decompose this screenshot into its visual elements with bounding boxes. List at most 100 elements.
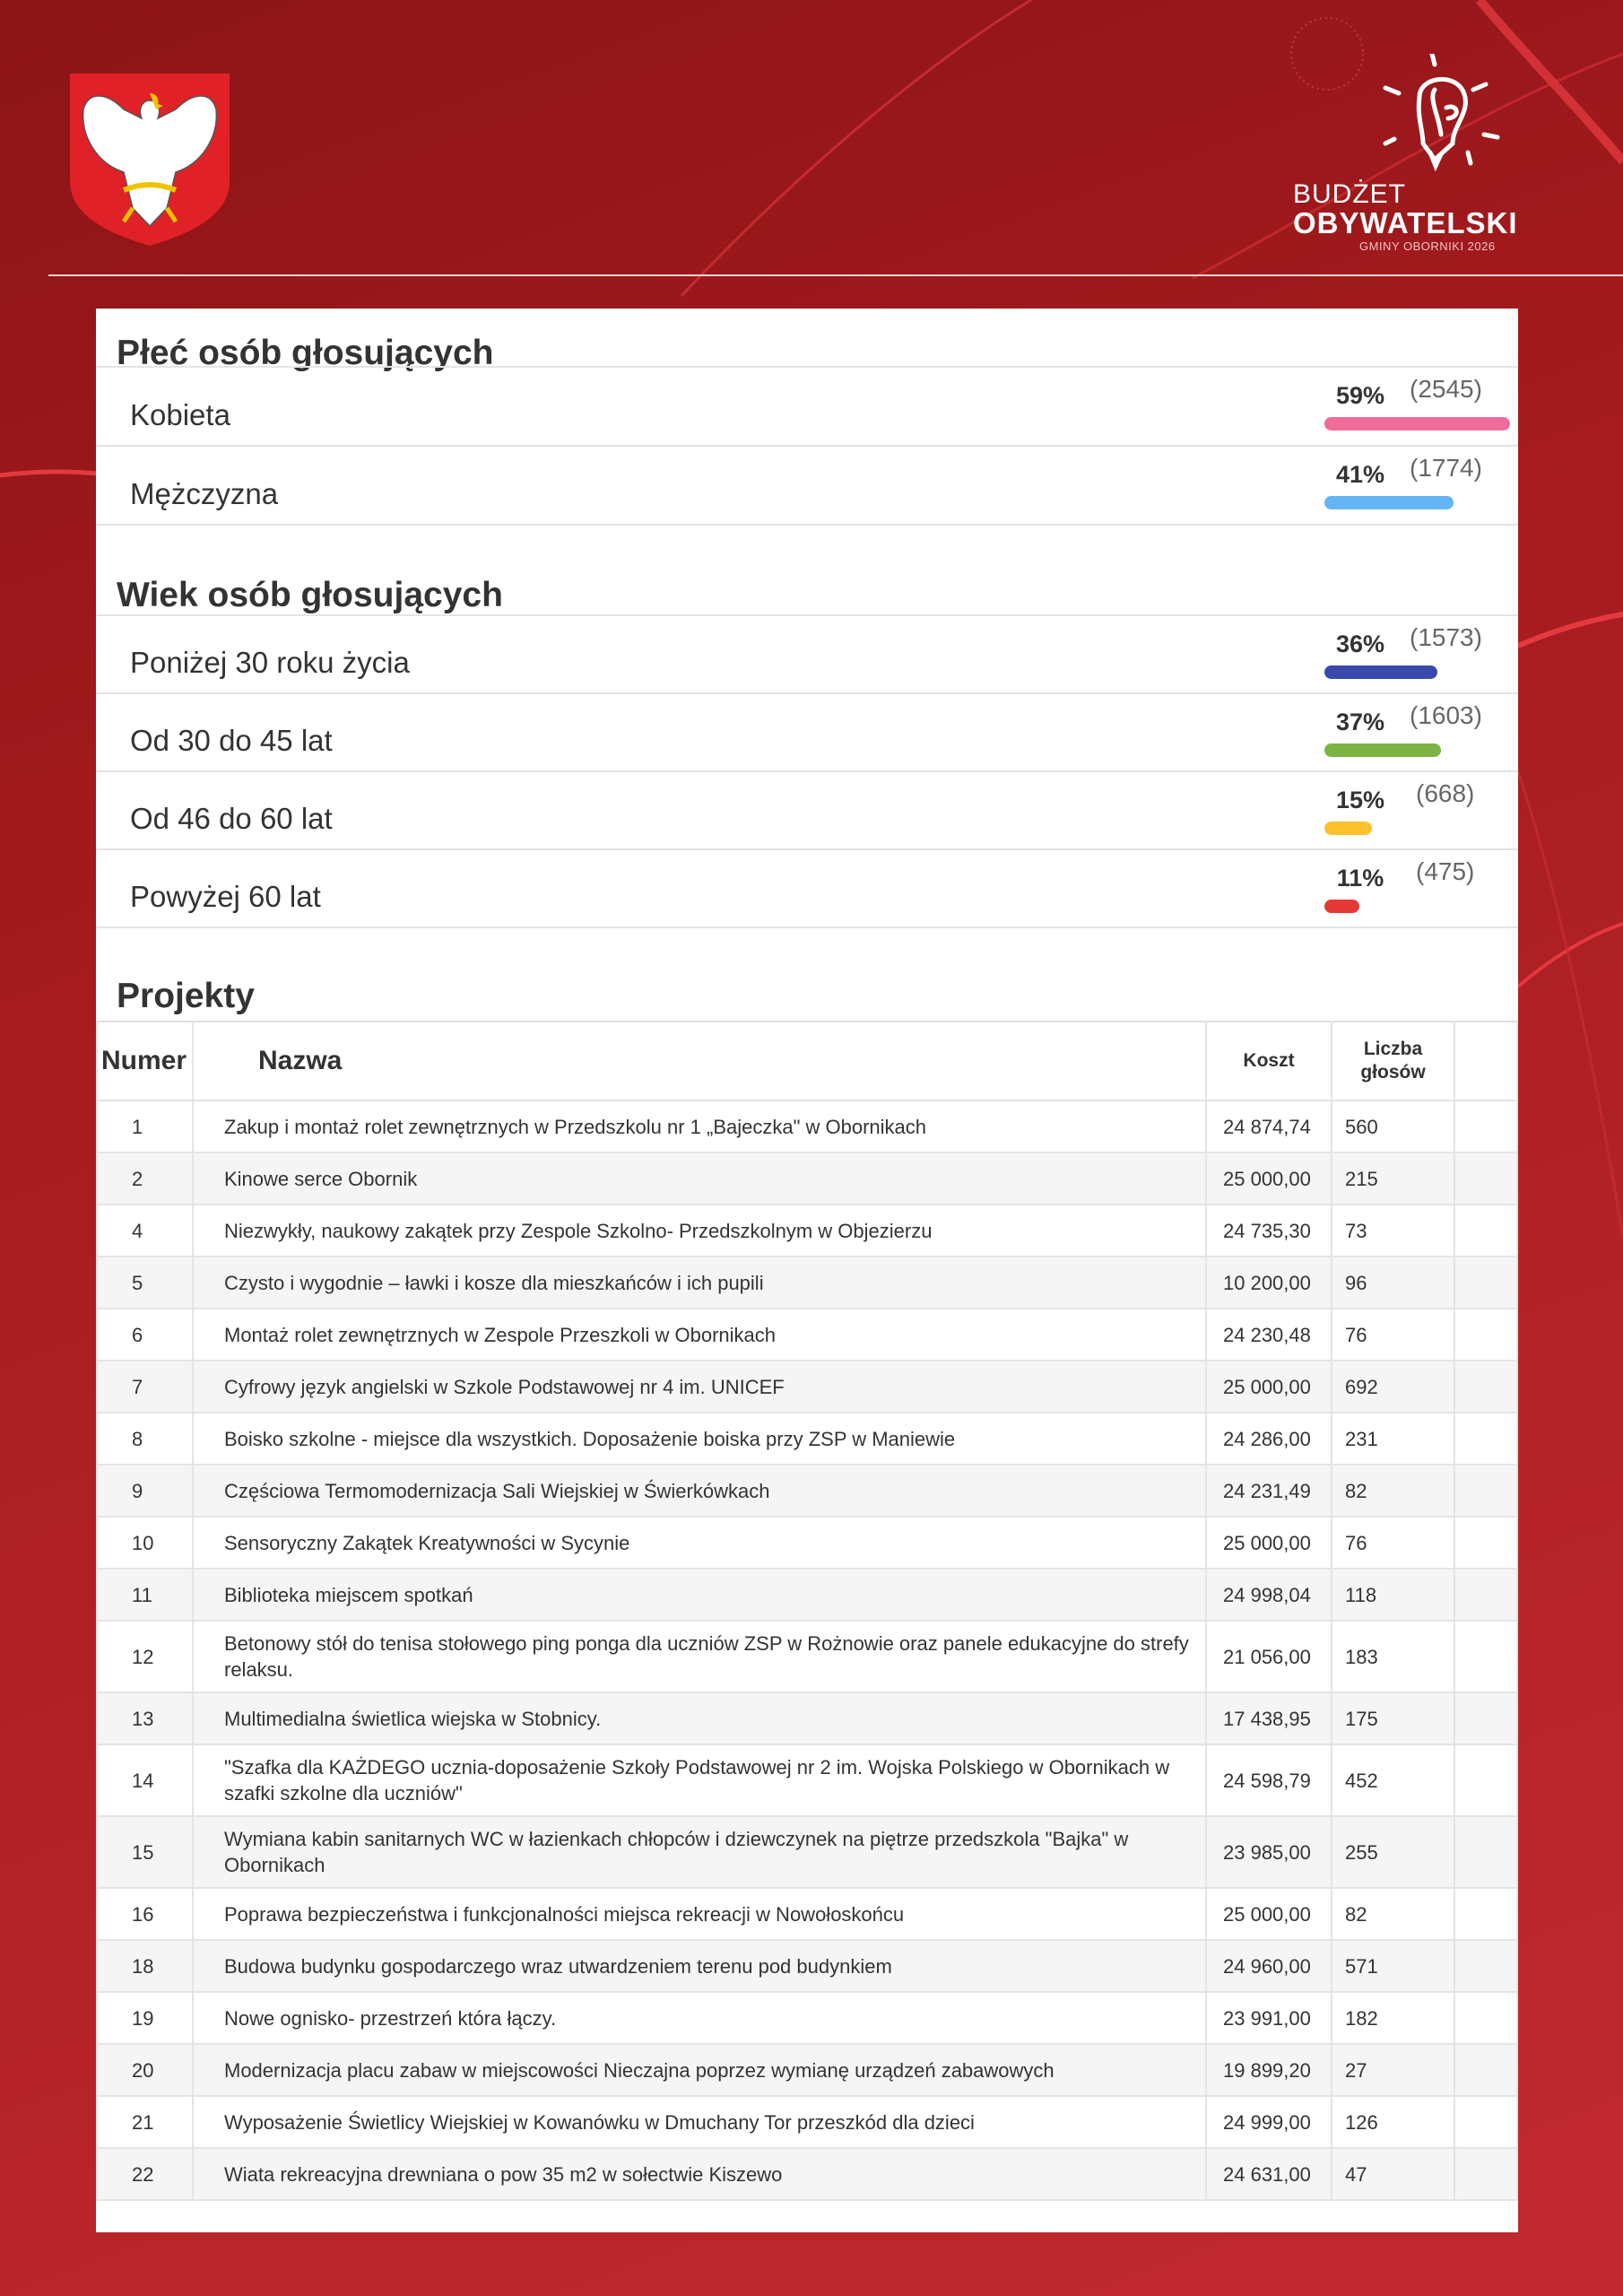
stat-bar [1324,900,1359,913]
cell-cost: 24 998,04 [1205,1568,1332,1622]
cell-cost: 24 286,00 [1205,1412,1332,1465]
stat-percent: 59% [1335,382,1385,409]
cell-cost: 24 230,48 [1205,1308,1332,1361]
row-divider [96,848,1518,850]
cell-votes: 126 [1331,2095,1455,2149]
table-row: 6 Montaż rolet zewnętrznych w Zespole Prz… [96,1308,1518,1361]
cell-cost: 25 000,00 [1205,1516,1332,1570]
stat-bar [1324,417,1511,430]
cell-num: 13 [96,1692,194,1745]
cell-name: Kinowe serce Obornik [192,1152,1207,1205]
cell-name: Biblioteka miejscem spotkań [192,1568,1207,1622]
table-row: 1 Zakup i montaż rolet zewnętrznych w Prz… [96,1100,1518,1153]
cell-blank [1454,1744,1518,1817]
cell-cost: 25 000,00 [1205,1360,1332,1413]
cell-blank [1454,1815,1518,1889]
cell-name: Zakup i montaż rolet zewnętrznych w Prze… [192,1100,1207,1153]
cell-num: 22 [96,2147,194,2201]
table-row: 7 Cyfrowy język angielski w Szkole Podsta… [96,1360,1518,1413]
cell-cost: 17 438,95 [1205,1692,1332,1745]
row-divider [96,692,1518,694]
cell-cost: 24 231,49 [1205,1464,1332,1518]
cell-blank [1454,1412,1518,1465]
stat-label: Poniżej 30 roku życia [130,646,410,679]
stat-bar [1324,744,1441,757]
table-row: 18 Budowa budynku gospodarczego wraz utwa… [96,1939,1518,1993]
cell-blank [1454,1204,1518,1257]
cell-blank [1454,2147,1518,2201]
stat-percent: 37% [1335,709,1385,735]
row-divider [96,614,1518,616]
cell-name: Cyfrowy język angielski w Szkole Podstaw… [192,1360,1207,1413]
cell-votes: 255 [1331,1815,1455,1889]
stat-count: (1573) [1410,623,1482,651]
cell-num: 2 [96,1152,194,1205]
cell-name: Wiata rekreacyjna drewniana o pow 35 m2 … [192,2147,1207,2201]
column-header-number: Numer [96,1021,194,1101]
stat-count: (1774) [1410,454,1482,482]
cell-votes: 82 [1331,1464,1455,1518]
column-header-blank [1454,1021,1518,1101]
stat-percent: 36% [1335,631,1385,657]
budzet-obywatelski-logo: BUDŻET OBYWATELSKI GMINY OBORNIKI 2026 [1282,54,1551,253]
cell-num: 4 [96,1204,194,1257]
cell-cost: 23 991,00 [1205,1991,1332,2045]
cell-votes: 452 [1331,1744,1455,1817]
stat-count: (475) [1416,857,1475,885]
stat-label: Mężczyzna [130,477,279,510]
cell-votes: 231 [1331,1412,1455,1465]
cell-name: Budowa budynku gospodarczego wraz utward… [192,1939,1207,1993]
cell-votes: 560 [1331,1100,1455,1153]
cell-blank [1454,1516,1518,1570]
cell-num: 6 [96,1308,194,1361]
cell-cost: 24 960,00 [1205,1939,1332,1993]
table-row: 8 Boisko szkolne - miejsce dla wszystkich… [96,1412,1518,1465]
cell-cost: 23 985,00 [1205,1815,1332,1889]
cell-cost: 25 000,00 [1205,1887,1332,1941]
cell-name: Montaż rolet zewnętrznych w Zespole Prze… [192,1308,1207,1361]
lightbulb-pencil-icon [1383,54,1500,172]
cell-votes: 118 [1331,1568,1455,1622]
cell-cost: 19 899,20 [1205,2043,1332,2097]
table-row: 9 Częściowa Termomodernizacja Sali Wiejsk… [96,1464,1518,1518]
cell-num: 1 [96,1100,194,1153]
logo-line3: GMINY OBORNIKI 2026 [1359,239,1496,253]
cell-name: Wymiana kabin sanitarnych WC w łazienkac… [192,1815,1207,1889]
cell-blank [1454,1100,1518,1153]
cell-votes: 96 [1331,1256,1455,1309]
cell-name: Wyposażenie Świetlicy Wiejskiej w Kowanó… [192,2095,1207,2149]
table-row: 19 Nowe ognisko- przestrzeń która łączy. 2… [96,1991,1518,2045]
row-divider [96,770,1518,772]
cell-name: Modernizacja placu zabaw w miejscowości … [192,2043,1207,2097]
cell-blank [1454,1360,1518,1413]
cell-blank [1454,1939,1518,1993]
projects-section-title: Projekty [117,977,255,1015]
age-section-title: Wiek osób głosujących [117,576,503,614]
cell-num: 14 [96,1744,194,1817]
gender-section-title: Płeć osób głosujących [117,334,494,372]
row-divider [96,445,1518,447]
cell-num: 11 [96,1568,194,1622]
row-divider [96,524,1518,526]
cell-name: Boisko szkolne - miejsce dla wszystkich.… [192,1412,1207,1465]
cell-votes: 215 [1331,1152,1455,1205]
stat-bar [1324,822,1372,835]
cell-num: 20 [96,2043,194,2097]
stat-label: Od 46 do 60 lat [130,802,333,835]
cell-num: 12 [96,1620,194,1693]
cell-cost: 24 598,79 [1205,1744,1332,1817]
cell-blank [1454,1308,1518,1361]
logo-line1: BUDŻET [1293,179,1406,209]
cell-name: Czysto i wygodnie – ławki i kosze dla mi… [192,1256,1207,1309]
stat-label: Od 30 do 45 lat [130,724,333,757]
stat-label: Kobieta [130,398,230,431]
cell-name: Częściowa Termomodernizacja Sali Wiejski… [192,1464,1207,1518]
results-card: Płeć osób głosujących Kobieta 59% (2545) Mę… [96,309,1518,2232]
cell-name: Nowe ognisko- przestrzeń która łączy. [192,1991,1207,2045]
cell-num: 9 [96,1464,194,1518]
logo-line2: OBYWATELSKI [1293,206,1518,239]
cell-name: Betonowy stół do tenisa stołowego ping p… [192,1620,1207,1693]
cell-cost: 21 056,00 [1205,1620,1332,1693]
cell-cost: 24 631,00 [1205,2147,1332,2201]
